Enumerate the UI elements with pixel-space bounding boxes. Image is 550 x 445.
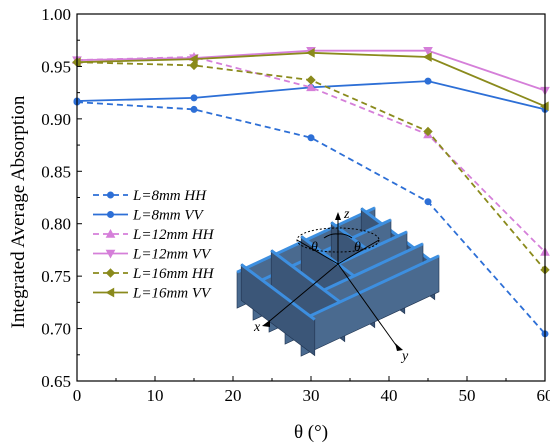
legend-label-1: L=8mm HH [132,188,207,204]
y-tick-label-6: 0.95 [41,57,71,76]
y-tick-label-1: 0.70 [41,320,71,339]
data-point-2-4 [424,77,432,85]
inset-label-x: x [253,320,261,335]
legend-entry-5: L=16mm HH [93,266,215,282]
legend-label-5: L=16mm HH [132,266,215,282]
data-point-1-3 [307,134,315,142]
theta-arc-left [323,233,339,239]
y-tick-label-3: 0.80 [41,215,71,234]
y-tick-label-2: 0.75 [41,267,71,286]
axes: 0 10 20 30 40 50 60 0.65 0.70 0.75 0.80 0.85 0.90 0.9… [41,5,550,405]
y-tick-label-5: 0.90 [41,110,71,129]
x-axis-title: θ (°) [294,422,328,443]
data-point-4-4 [423,47,433,56]
x-tick-label-6: 60 [537,386,550,405]
legend-marker-5 [105,268,116,278]
data-point-1-2 [190,105,198,113]
y-tick-label-4: 0.85 [41,162,71,181]
y-axis [337,263,399,349]
legend-entry-3: L=12mm HH [93,227,215,243]
series-5 [72,57,550,275]
cone-edge-right [337,239,380,265]
legend-label-4: L=12mm VV [132,247,212,263]
legend: L=8mm HH L=8mm VV L=12mm HH L=12mm VV L=16mm… [93,188,215,302]
x-tick-label-4: 40 [381,386,398,405]
legend-marker-1 [107,191,114,199]
z-axis-arrow [335,212,341,220]
legend-marker-2 [107,211,114,218]
x-tick-label-1: 10 [147,386,164,405]
data-point-2-2 [190,94,198,102]
y-tick-label-0: 0.65 [41,372,71,391]
inset-label-z: z [343,207,350,222]
y-tick-label-7: 1.00 [41,5,71,24]
grid-top-edge-10 [240,263,316,321]
grid-top-edge-8 [270,249,346,307]
data-point-6-4 [422,52,432,62]
inset-structure-diagram: z x y θ θ [236,206,440,364]
legend-marker-3 [105,228,116,238]
x-tick-label-2: 20 [225,386,242,405]
x-tick-label-0: 0 [73,386,82,405]
legend-entry-4: L=12mm VV [93,247,212,263]
legend-marker-4 [105,249,116,259]
legend-label-2: L=8mm VV [132,208,205,224]
x-axis [265,263,339,325]
legend-marker-6 [105,287,115,298]
data-point-5-4 [423,126,433,137]
x-tick-label-3: 30 [303,386,320,405]
data-point-3-3 [306,82,316,92]
y-axis-arrow [395,343,403,351]
data-point-6-2 [188,54,198,64]
legend-entry-6: L=16mm VV [93,286,212,302]
legend-label-6: L=16mm VV [132,286,212,302]
grid-top-edge-9 [300,254,440,322]
inset-label-y: y [400,349,409,364]
data-point-5-3 [306,75,316,85]
x-tick-label-5: 50 [459,386,476,405]
legend-entry-2: L=8mm VV [93,208,205,224]
data-point-6-3 [305,47,315,58]
legend-label-3: L=12mm HH [132,227,215,243]
inset-label-theta_right: θ [354,240,361,255]
theta-arc-right [337,233,353,239]
x-axis-arrow [262,320,270,327]
data-point-1-4 [424,198,432,206]
series-layer [71,47,550,338]
inset-label-theta_left: θ [311,240,318,255]
data-point-5-2 [189,60,199,71]
legend-entry-1: L=8mm HH [93,188,207,204]
y-axis-title: Integrated Average Absorption [8,95,29,328]
cone-edge-left [296,239,339,265]
